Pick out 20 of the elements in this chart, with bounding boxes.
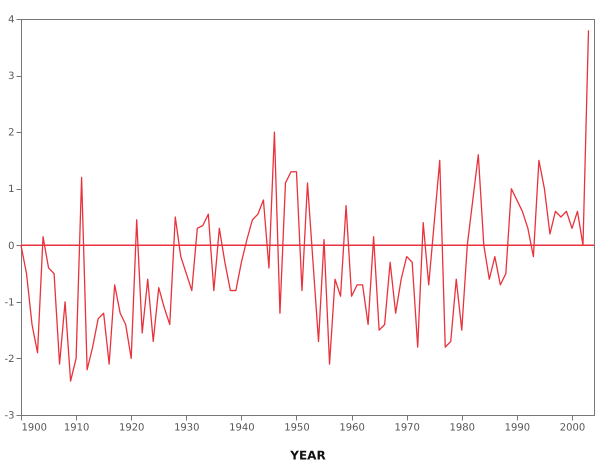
x-tick-label: 1920 (118, 422, 144, 434)
x-tick-label: 2000 (560, 422, 586, 434)
x-tick-label: 1940 (229, 422, 255, 434)
y-tick-label: 2 (8, 128, 14, 139)
x-tick-label: 1930 (174, 422, 200, 434)
y-tick-label: -3 (4, 410, 14, 422)
y-tick-label: 1 (8, 184, 14, 196)
x-tick-label: 1990 (504, 422, 530, 434)
y-tick-label: 0 (8, 240, 14, 252)
y-tick-label: 4 (8, 14, 14, 26)
x-tick-label: 1910 (64, 422, 90, 434)
y-tick-label: -1 (4, 297, 14, 308)
x-tick-label: 1980 (450, 422, 475, 434)
y-tick-label: 3 (8, 71, 14, 82)
y-tick-label: -2 (4, 354, 14, 365)
x-tick-label: 1970 (394, 422, 420, 434)
x-tick-label: 1960 (339, 422, 365, 434)
x-axis-title: YEAR (289, 448, 326, 462)
x-tick-label: 1950 (284, 422, 310, 434)
x-tick-label: 1900 (22, 422, 47, 434)
